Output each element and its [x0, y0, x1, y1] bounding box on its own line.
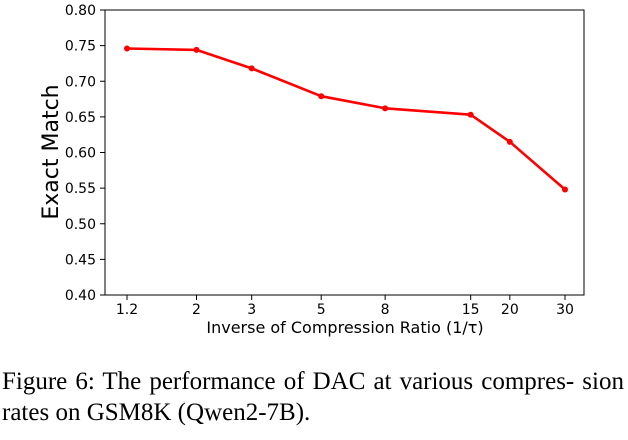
- data-point: [124, 45, 130, 52]
- x-tick-label: 8: [381, 302, 390, 318]
- y-tick-label: 0.60: [65, 146, 96, 162]
- series-points: [124, 45, 568, 193]
- data-point: [318, 93, 325, 100]
- line-chart: 0.40 0.45 0.50 0.55 0.60 0.65 0.70 0.75 0.80 1.2…: [39, 3, 585, 337]
- x-axis-ticks: 1.2 2 3 5 8 15 20 30: [116, 295, 574, 318]
- data-point: [506, 138, 513, 145]
- data-point: [193, 46, 200, 53]
- data-point: [467, 111, 474, 118]
- x-tick-label: 30: [556, 302, 574, 318]
- y-tick-label: 0.45: [65, 252, 96, 268]
- x-tick-label: 20: [501, 302, 519, 318]
- y-tick-label: 0.55: [65, 181, 96, 197]
- x-tick-label: 5: [317, 302, 326, 318]
- x-tick-label: 2: [192, 302, 201, 318]
- data-point: [562, 186, 568, 193]
- x-tick-label: 1.2: [116, 302, 138, 318]
- y-tick-label: 0.80: [65, 3, 96, 19]
- data-point: [248, 65, 255, 72]
- y-tick-label: 0.70: [65, 74, 96, 90]
- plot-frame: [104, 9, 585, 296]
- y-axis-ticks: 0.40 0.45 0.50 0.55 0.60 0.65 0.70 0.75 0.80: [65, 3, 105, 304]
- y-tick-label: 0.50: [65, 217, 96, 233]
- y-axis-label: Exact Match: [39, 84, 64, 219]
- y-tick-label: 0.65: [65, 110, 96, 126]
- x-axis-label: Inverse of Compression Ratio (1/τ): [206, 318, 483, 337]
- y-tick-label: 0.40: [65, 288, 96, 304]
- x-tick-label: 15: [462, 302, 480, 318]
- x-tick-label: 3: [247, 302, 256, 318]
- series-line: [126, 47, 566, 191]
- figure-caption: Figure 6: The performance of DAC at vari…: [2, 368, 624, 426]
- data-point: [382, 105, 389, 112]
- y-tick-label: 0.75: [65, 39, 96, 55]
